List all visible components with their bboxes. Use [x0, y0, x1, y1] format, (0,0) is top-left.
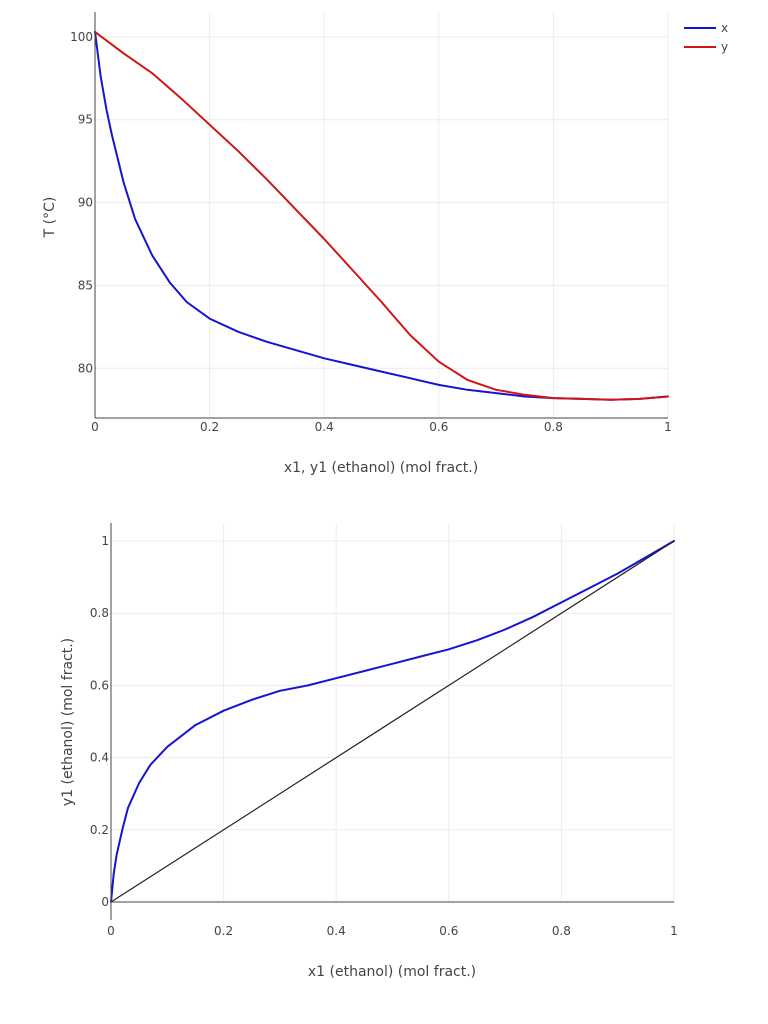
- chart1-y-tick-label: 85: [78, 278, 93, 292]
- chart2-series-diagonal-line: [110, 540, 675, 903]
- chart2-x-tick-label: 0.6: [439, 924, 458, 938]
- chart2-x-tick-labels: 0 0.2 0.4 0.6 0.8 1: [107, 924, 678, 938]
- chart2-x-tick-label: 1: [670, 924, 678, 938]
- chart2-y-axis-title: y1 (ethanol) (mol fract.): [60, 638, 76, 806]
- chart1-y-tick-label: 100: [70, 30, 93, 44]
- chart1-y-tick-label: 95: [78, 113, 93, 127]
- chart1-grid: [95, 12, 669, 418]
- chart1-x-tick-label: 0.2: [200, 420, 219, 434]
- chart2-series: [110, 540, 675, 903]
- chart1-y-tick-labels: 80 85 90 95 100: [70, 30, 93, 375]
- chart1-x-axis-title: x1, y1 (ethanol) (mol fract.): [284, 460, 478, 476]
- chart2-y-tick-labels: 0 0.2 0.4 0.6 0.8 1: [90, 534, 109, 909]
- chart2-series-equilibrium-line: [110, 540, 675, 903]
- chart1-x-tick-label: 0.4: [315, 420, 334, 434]
- temperature-composition-chart: 0 0.2 0.4 0.6 0.8 1 80 85 90 95 100 x1, y1 (ethan…: [42, 12, 728, 476]
- legend-x-label: x: [721, 21, 728, 35]
- chart2-y-tick-label: 0.2: [90, 823, 109, 837]
- chart1-x-tick-label: 0.8: [544, 420, 563, 434]
- chart1-y-axis-title: T (°C): [42, 197, 58, 239]
- chart1-series-y-line: [94, 30, 669, 401]
- chart1-legend[interactable]: x y: [684, 21, 728, 54]
- chart2-y-tick-label: 0: [101, 895, 109, 909]
- chart2-axes: [110, 523, 674, 920]
- chart2-x-axis-title: x1 (ethanol) (mol fract.): [308, 964, 476, 980]
- chart1-y-tick-label: 90: [78, 196, 93, 210]
- chart1-y-tick-label: 80: [78, 361, 93, 375]
- chart1-x-tick-label: 0.6: [429, 420, 448, 434]
- chart1-x-tick-label: 0: [91, 420, 99, 434]
- chart2-y-tick-label: 1: [101, 534, 109, 548]
- chart1-x-tick-label: 1: [664, 420, 672, 434]
- xy-equilibrium-chart: 0 0.2 0.4 0.6 0.8 1 0 0.2 0.4 0.6 0.8 1 x1 (ethano…: [60, 523, 678, 980]
- chart2-y-tick-label: 0.6: [90, 678, 109, 692]
- chart1-series: [94, 30, 669, 401]
- chart2-y-tick-label: 0.4: [90, 751, 109, 765]
- legend-y-label: y: [721, 40, 728, 54]
- chart1-series-x-line: [94, 30, 669, 401]
- chart2-x-tick-label: 0: [107, 924, 115, 938]
- chart2-y-tick-label: 0.8: [90, 606, 109, 620]
- chart2-x-tick-label: 0.8: [552, 924, 571, 938]
- chart2-x-tick-label: 0.4: [327, 924, 346, 938]
- chart2-x-tick-label: 0.2: [214, 924, 233, 938]
- chart2-grid: [111, 523, 675, 903]
- chart1-axes: [94, 12, 668, 419]
- chart1-x-tick-labels: 0 0.2 0.4 0.6 0.8 1: [91, 420, 672, 434]
